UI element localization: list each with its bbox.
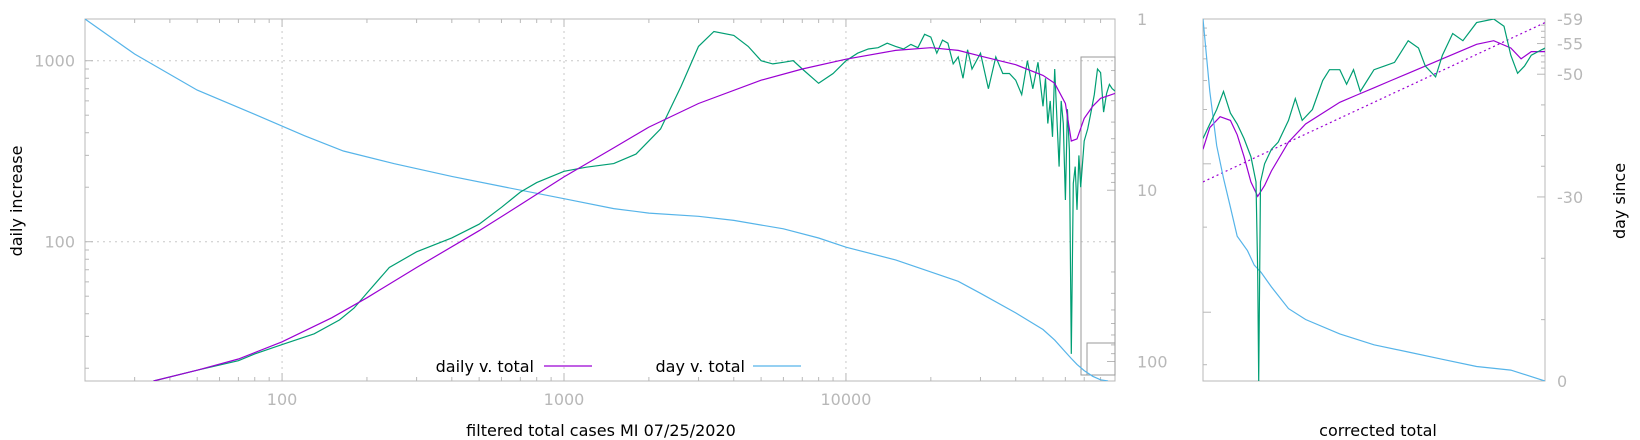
side-y2-tick-label: -55 — [1557, 35, 1583, 54]
series-daily-line — [153, 47, 1115, 381]
y2-tick-label: 10 — [1137, 181, 1157, 200]
side-series-fit-line — [1203, 40, 1545, 198]
legend-daily-label: daily v. total — [436, 357, 534, 376]
zoom-box-inner — [1086, 342, 1116, 376]
series-day-line — [85, 19, 1109, 381]
side-series-raw-line — [1203, 19, 1545, 381]
y-tick-label: 100 — [44, 233, 75, 252]
side-y2-tick-label: 0 — [1557, 372, 1567, 391]
main-plot-frame — [84, 18, 1116, 382]
y-tick-label: 1000 — [34, 52, 75, 71]
side-y2-axis-label: day since — [1610, 163, 1629, 239]
series-raw-daily-line — [153, 30, 1115, 381]
y2-tick-label: 100 — [1137, 352, 1168, 371]
y2-tick-label: 1 — [1137, 10, 1147, 29]
side-x-axis-label: corrected total — [1319, 421, 1437, 440]
x-tick-label: 1000 — [544, 390, 585, 409]
side-plot-frame — [1202, 18, 1546, 382]
side-series-trend-line — [1203, 22, 1545, 183]
x-tick-label: 100 — [267, 390, 298, 409]
main-chart: 100 1000 10000 100 1000 1 10 100 — [34, 10, 1167, 409]
x-tick-label: 10000 — [821, 390, 872, 409]
side-y2-tick-label: -50 — [1557, 65, 1583, 84]
side-chart: -59 -55 -50 -30 0 — [1202, 10, 1583, 391]
side-y2-tick-label: -59 — [1557, 10, 1583, 29]
legend: daily v. total day v. total — [436, 357, 801, 376]
side-y2-tick-label: -30 — [1557, 188, 1583, 207]
legend-day-label: day v. total — [656, 357, 746, 376]
main-y-axis-label: daily increase — [7, 146, 26, 257]
side-series-day-line — [1203, 19, 1545, 381]
zoom-box-outer — [1080, 56, 1116, 376]
main-x-axis-label: filtered total cases MI 07/25/2020 — [466, 421, 736, 440]
